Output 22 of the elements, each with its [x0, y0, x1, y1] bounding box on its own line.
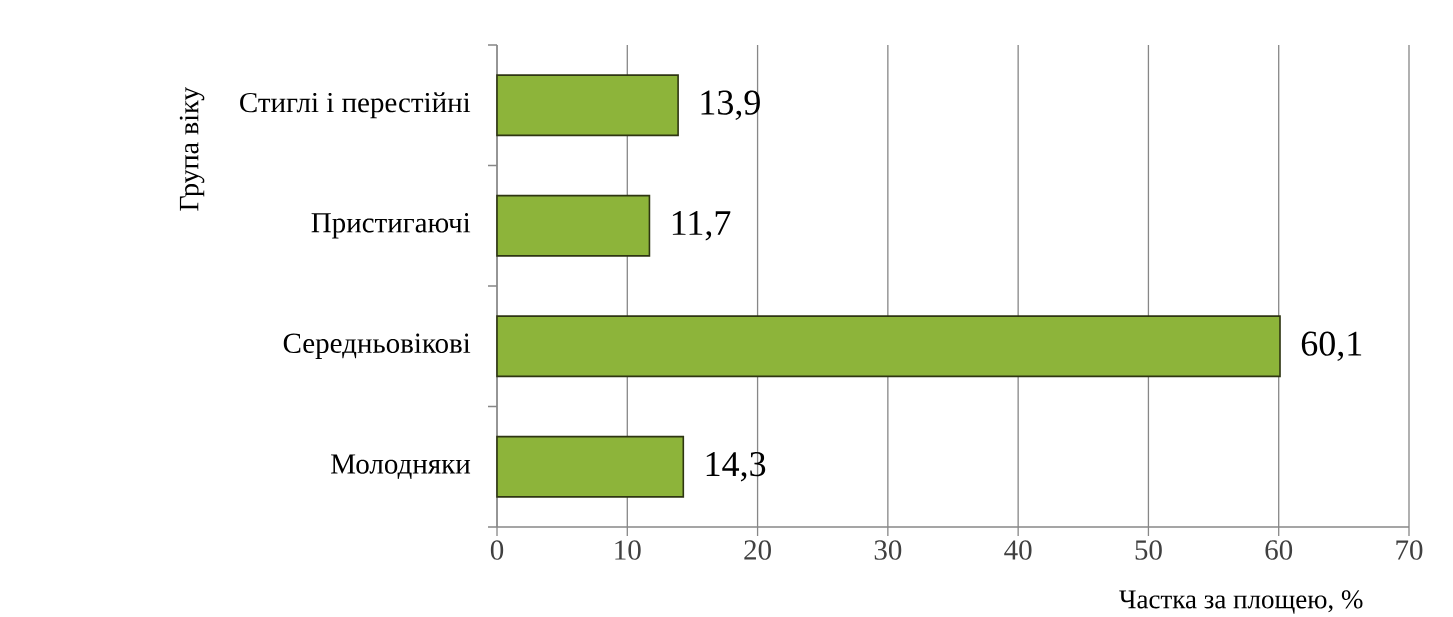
x-tick-label: 20 [744, 540, 771, 560]
x-tick-label: 60 [1265, 540, 1293, 560]
x-tick-label: 70 [1396, 540, 1423, 560]
x-tick-label: 0 [490, 540, 504, 560]
y-tick-label: Стиглі і перестійні [240, 92, 471, 119]
bar [496, 194, 651, 257]
x-tick-label: 30 [874, 540, 902, 560]
x-tick-label: 50 [1135, 540, 1162, 560]
data-label: 14,3 [706, 452, 766, 482]
data-label: 11,7 [672, 211, 731, 241]
x-tick-label: 10 [615, 540, 641, 560]
x-axis-title: Частка за площею, % [1119, 590, 1363, 614]
y-tick-label: Пристигаючі [311, 213, 471, 239]
y-axis-title: Група віку [179, 86, 205, 211]
x-tick-label: 40 [1004, 540, 1032, 560]
y-tick-label: Молодняки [331, 454, 471, 480]
data-label: 60,1 [1301, 331, 1362, 361]
bar [496, 435, 685, 498]
data-label: 13,9 [701, 90, 760, 120]
bar [496, 315, 1281, 378]
bar [496, 74, 679, 137]
y-tick-label: Середньовікові [283, 333, 471, 359]
